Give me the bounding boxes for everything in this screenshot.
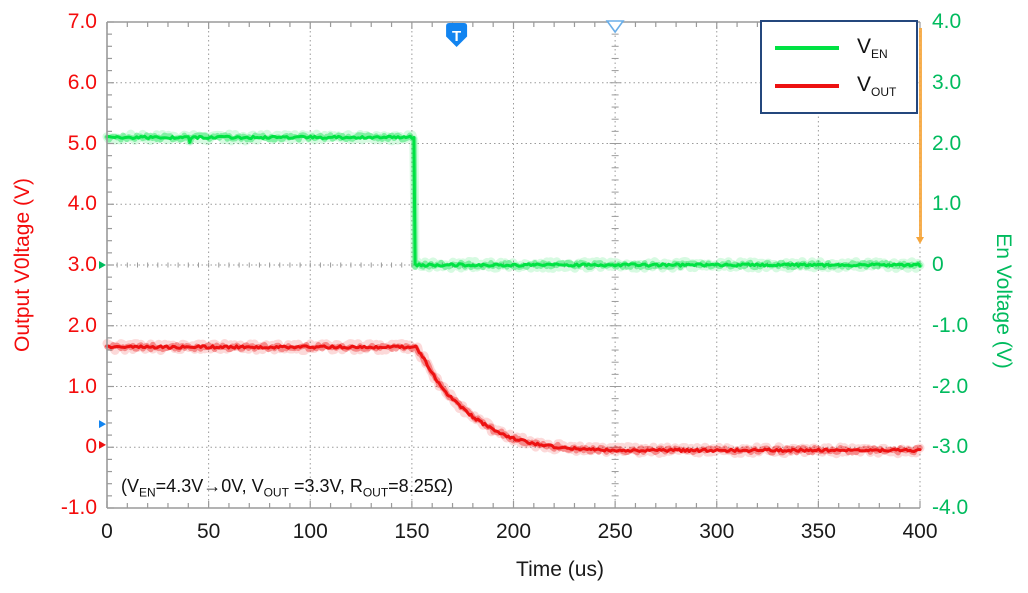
right-edge-cursor-arrow-icon bbox=[915, 236, 924, 244]
x-axis-tick-label: 400 bbox=[902, 520, 938, 543]
annotation-text: (V bbox=[121, 476, 139, 496]
right-axis-tick-label: -3.0 bbox=[932, 435, 969, 459]
right-edge-cursor-bar bbox=[918, 28, 922, 238]
right-axis-tick-label: 3.0 bbox=[932, 70, 962, 94]
annotation-subscript: OUT bbox=[263, 485, 289, 500]
x-axis-tick-label: 100 bbox=[292, 520, 328, 543]
legend-item-ven: VEN bbox=[775, 35, 916, 61]
right-axis-tick-label: 0 bbox=[932, 253, 944, 276]
right-axis-tick-label: 4.0 bbox=[932, 10, 962, 33]
ven-color-swatch bbox=[775, 45, 839, 50]
x-axis-tick-label: 0 bbox=[101, 520, 113, 543]
legend-box: VEN VOUT bbox=[760, 20, 918, 114]
left-axis-tick-label: 1.0 bbox=[67, 374, 97, 398]
svg-text:T: T bbox=[452, 28, 461, 45]
right-axis-tick-label: -2.0 bbox=[932, 374, 969, 398]
x-axis-tick-label: 300 bbox=[699, 520, 735, 543]
left-axis-tick-label: 0 bbox=[85, 435, 97, 459]
right-axis-tick-label: 1.0 bbox=[932, 192, 962, 216]
left-axis-tick-label: 2.0 bbox=[67, 313, 97, 337]
ven-legend-label: VEN bbox=[857, 34, 888, 61]
x-axis-tick-label: 150 bbox=[394, 520, 430, 543]
left-axis-tick-label: 4.0 bbox=[67, 192, 97, 216]
left-axis-tick-label: 5.0 bbox=[67, 131, 97, 155]
left-axis-tick-label: 7.0 bbox=[67, 10, 97, 33]
x-axis-tick-label: 200 bbox=[495, 520, 532, 543]
conditions-annotation: (VEN=4.3V→0V, VOUT =3.3V, ROUT=8.25Ω) bbox=[121, 476, 453, 500]
x-axis-title: Time (us) bbox=[516, 558, 604, 581]
left-axis-title: Output V0ltage (V) bbox=[11, 178, 34, 352]
left-axis-tick-label: -1.0 bbox=[60, 496, 97, 519]
right-axis-tick-label: 2.0 bbox=[932, 131, 962, 155]
annotation-subscript: OUT bbox=[362, 485, 389, 500]
annotation-text: =4.3V→0V, V bbox=[155, 476, 264, 496]
left-axis-tick-label: 6.0 bbox=[67, 70, 97, 94]
left-axis-tick-label: 3.0 bbox=[67, 253, 97, 276]
legend-item-vout: VOUT bbox=[775, 73, 916, 99]
annotation-text: =3.3V, R bbox=[288, 476, 363, 496]
vout-color-swatch bbox=[775, 84, 839, 89]
right-axis-tick-label: -1.0 bbox=[932, 313, 969, 337]
x-axis-tick-label: 250 bbox=[597, 520, 633, 543]
right-axis-tick-label: -4.0 bbox=[932, 496, 969, 519]
annotation-subscript: EN bbox=[139, 485, 156, 500]
x-axis-tick-label: 50 bbox=[196, 520, 221, 543]
vout-legend-label: VOUT bbox=[857, 73, 897, 100]
annotation-text: =8.25Ω) bbox=[388, 476, 454, 496]
x-axis-tick-label: 350 bbox=[800, 520, 836, 543]
